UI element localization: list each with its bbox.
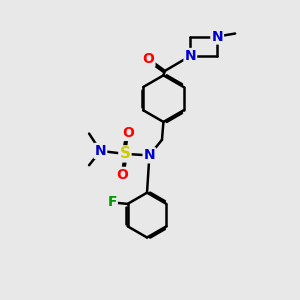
Text: O: O (122, 126, 134, 140)
Text: O: O (116, 168, 128, 182)
Text: N: N (144, 148, 155, 162)
Text: O: O (142, 52, 154, 66)
Text: N: N (94, 144, 106, 158)
Text: S: S (119, 146, 130, 161)
Text: F: F (107, 195, 117, 209)
Text: N: N (212, 29, 223, 44)
Text: N: N (184, 49, 196, 63)
